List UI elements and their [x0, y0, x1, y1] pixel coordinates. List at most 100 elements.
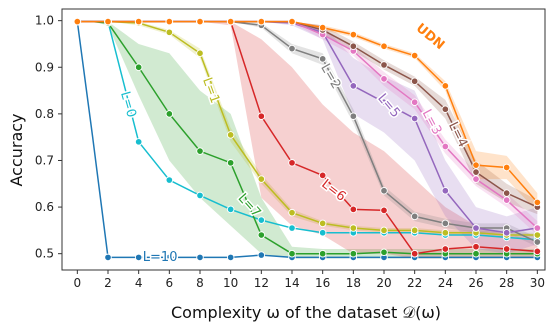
point-l-2 [533, 238, 542, 246]
point-l-0 [257, 216, 266, 224]
point-udn [257, 17, 266, 26]
plot-frame [61, 8, 546, 271]
band-l-2 [77, 21, 538, 247]
y-tick-label: 0.6 [35, 200, 54, 214]
x-tick-label: 26 [468, 276, 483, 290]
point-l-6 [472, 242, 480, 251]
point-l-6 [410, 249, 419, 258]
point-l-4 [472, 168, 480, 176]
y-axis: 0.5 0.6 0.7 0.8 0.9 1.0 [35, 14, 62, 261]
x-tick-label: 6 [166, 276, 174, 290]
x-tick-label: 0 [74, 276, 82, 290]
point-l-0 [196, 191, 204, 200]
point-l-2 [349, 112, 358, 120]
point-l-1 [257, 175, 266, 183]
x-tick-label: 4 [135, 276, 143, 290]
y-tick-label: 0.9 [35, 60, 54, 74]
point-l-1 [288, 208, 296, 217]
point-l-7 [288, 249, 296, 258]
point-l-7 [472, 249, 480, 258]
y-tick-label: 0.5 [35, 247, 54, 261]
y-axis-title: Accuracy [7, 113, 26, 186]
x-tick-label: 20 [376, 276, 391, 290]
x-tick-label: 14 [284, 276, 299, 290]
series-label-l-10: L=10 [143, 250, 178, 265]
point-l-7 [318, 249, 327, 258]
point-l-2 [441, 219, 450, 228]
point-l-7 [380, 248, 388, 257]
point-l-3 [533, 224, 542, 232]
point-udn [104, 17, 112, 26]
x-tick-label: 18 [346, 276, 361, 290]
point-l-2 [380, 187, 388, 195]
point-udn [533, 198, 542, 207]
point-l-1 [226, 131, 235, 139]
x-tick-label: 8 [196, 276, 204, 290]
point-l-5 [502, 228, 511, 237]
band-l-4 [77, 21, 538, 215]
x-tick-label: 2 [104, 276, 112, 290]
band-l-6 [77, 21, 538, 259]
point-l-5 [349, 82, 358, 90]
point-l-3 [472, 175, 480, 183]
point-udn [226, 17, 235, 26]
point-l-10 [257, 251, 266, 259]
point-l-2 [288, 44, 296, 53]
point-udn [73, 17, 82, 26]
point-udn [288, 17, 296, 26]
x-tick-label: 28 [499, 276, 514, 290]
point-udn [380, 42, 388, 51]
point-l-10 [134, 253, 143, 262]
x-axis-title: Complexity ω of the dataset 𝒟(ω) [171, 303, 441, 322]
point-l-1 [196, 49, 204, 58]
points-layer [73, 17, 542, 262]
x-axis: 0 2 4 6 8 10 12 14 16 18 20 22 24 26 28 30 [74, 270, 545, 290]
point-l-3 [380, 75, 388, 83]
point-udn [502, 163, 511, 172]
point-udn [318, 23, 327, 32]
point-l-1 [318, 219, 327, 228]
point-l-6 [441, 245, 450, 253]
point-l-10 [226, 253, 235, 262]
point-l-10 [165, 253, 174, 262]
point-l-0 [134, 138, 143, 146]
x-tick-label: 16 [315, 276, 330, 290]
point-l-3 [502, 196, 511, 204]
point-l-1 [441, 228, 450, 237]
point-l-3 [410, 98, 419, 106]
point-udn [472, 161, 480, 169]
point-l-6 [380, 206, 388, 215]
point-l-1 [533, 231, 542, 239]
point-l-0 [318, 228, 327, 237]
point-l-7 [134, 63, 143, 72]
point-udn [349, 30, 358, 39]
point-udn [165, 17, 174, 26]
point-udn [196, 17, 204, 26]
point-l-7 [257, 231, 266, 239]
x-tick-label: 22 [407, 276, 422, 290]
point-l-4 [502, 189, 511, 197]
point-l-5 [410, 114, 419, 123]
x-tick-label: 24 [438, 276, 453, 290]
point-l-7 [196, 147, 204, 155]
point-l-10 [196, 253, 204, 262]
point-l-4 [349, 42, 358, 51]
point-l-6 [533, 247, 542, 256]
x-tick-label: 12 [254, 276, 269, 290]
point-l-5 [441, 187, 450, 195]
point-l-7 [349, 249, 358, 258]
point-l-7 [226, 159, 235, 167]
series-label-l-0: L=0 [117, 90, 139, 120]
point-l-1 [165, 28, 174, 37]
point-l-10 [104, 253, 112, 262]
point-l-4 [441, 105, 450, 113]
point-l-7 [165, 110, 174, 118]
series-label-udn: UDN [413, 21, 447, 53]
point-l-0 [165, 176, 174, 184]
x-tick-label: 30 [530, 276, 545, 290]
point-l-0 [226, 205, 235, 214]
point-l-1 [410, 226, 419, 235]
point-l-1 [380, 226, 388, 235]
point-l-6 [349, 205, 358, 214]
